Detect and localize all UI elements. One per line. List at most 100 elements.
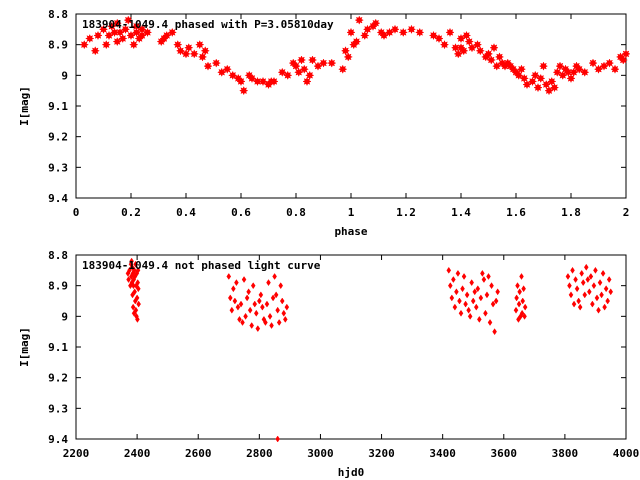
data-point [234, 279, 239, 287]
data-point [580, 279, 586, 287]
data-point [455, 269, 461, 277]
data-point [247, 73, 257, 84]
data-point [340, 46, 351, 56]
data-point [533, 82, 543, 93]
y-tick-label: 9.2 [48, 372, 68, 385]
data-point [454, 288, 459, 296]
data-point [467, 43, 477, 53]
data-point [247, 306, 253, 314]
data-point [107, 21, 117, 31]
data-point [130, 303, 136, 311]
y-tick-label: 8.8 [48, 249, 68, 262]
data-point [464, 291, 470, 299]
data-point [574, 285, 580, 293]
y-tick-label: 9.4 [48, 433, 68, 446]
data-point [492, 328, 497, 336]
data-point [519, 309, 525, 317]
data-point [228, 294, 233, 302]
data-point [258, 76, 268, 87]
data-point [568, 291, 574, 299]
y-tick-label: 9 [61, 310, 68, 323]
data-point [237, 315, 242, 323]
data-point [580, 67, 590, 77]
data-point [197, 52, 208, 62]
data-point [318, 58, 329, 68]
data-point [98, 24, 109, 34]
data-point [458, 309, 464, 317]
data-point [302, 76, 312, 87]
phased-light-curve-panel: 0 0.2 0.4 0.6 0.8 1 1.2 1.4 1.6 1.8 2 8.8 8.9 9 9.1 9.2… [18, 8, 631, 238]
data-point [104, 30, 114, 41]
data-point [252, 76, 263, 87]
data-point [473, 303, 479, 311]
data-point [603, 285, 609, 293]
y-tick-label: 9.3 [48, 402, 68, 415]
x-tick-label: 2400 [124, 447, 151, 460]
data-point [552, 67, 562, 77]
data-point [137, 24, 147, 34]
data-point [232, 297, 238, 305]
data-point [278, 282, 284, 290]
data-point [136, 300, 141, 308]
data-point [563, 67, 573, 77]
data-point [530, 70, 540, 80]
data-point [327, 58, 337, 68]
data-point [283, 315, 288, 323]
data-point [135, 266, 141, 274]
data-point [244, 294, 250, 302]
data-point [260, 303, 265, 311]
data-point [90, 46, 100, 56]
data-point [446, 266, 452, 274]
data-point [519, 73, 529, 84]
data-point [264, 300, 270, 308]
data-point [235, 303, 241, 311]
data-point [544, 86, 554, 96]
data-point [448, 282, 453, 290]
data-point [267, 312, 273, 320]
data-point [406, 24, 417, 34]
data-point [577, 303, 583, 311]
data-point [457, 297, 462, 305]
data-point [252, 300, 258, 308]
data-point [276, 319, 282, 326]
data-point [101, 40, 111, 50]
data-point [181, 49, 191, 59]
data-points [125, 257, 614, 443]
data-point [241, 276, 247, 283]
data-point [415, 27, 425, 38]
data-point [514, 70, 524, 80]
data-point [112, 18, 122, 28]
plot-title: 183904-1049.4 phased with P=3.05810day [82, 18, 334, 31]
data-point [115, 27, 125, 38]
x-tick-label: 3400 [429, 447, 456, 460]
data-point [398, 27, 408, 38]
x-tick-label: 1.2 [396, 206, 416, 219]
data-point [137, 30, 147, 41]
data-point [129, 40, 139, 50]
data-point [258, 291, 264, 299]
data-point [596, 306, 601, 314]
y-tick-label: 9 [61, 69, 68, 82]
data-point [226, 273, 232, 280]
data-point [238, 300, 244, 308]
data-point [547, 76, 557, 87]
data-point [519, 273, 524, 280]
data-point [521, 285, 526, 293]
data-point [495, 288, 500, 296]
data-point [489, 282, 494, 290]
data-point [281, 309, 287, 317]
data-point [567, 282, 572, 290]
data-point [133, 260, 138, 268]
data-point [132, 288, 137, 296]
y-tick-label: 8.9 [48, 39, 68, 52]
data-point [200, 46, 210, 56]
data-point [516, 300, 522, 308]
data-point [585, 276, 591, 283]
data-point [483, 309, 488, 317]
data-point [362, 24, 373, 34]
data-point [461, 30, 472, 41]
data-point [250, 282, 256, 290]
data-point [135, 279, 141, 287]
data-point [379, 30, 389, 41]
data-point [93, 30, 103, 41]
